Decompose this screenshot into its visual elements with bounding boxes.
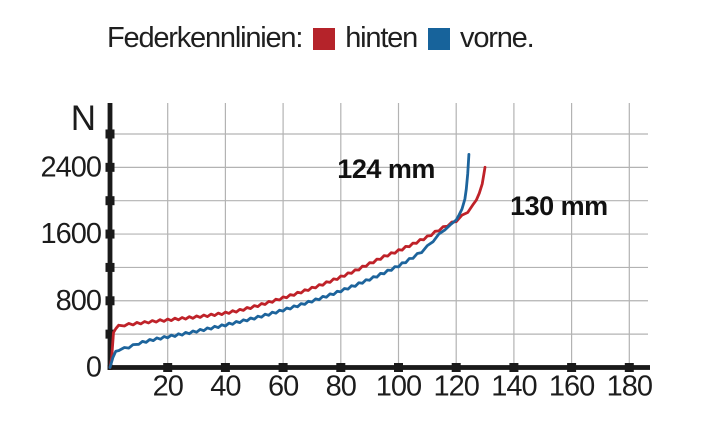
y-tick-mark (105, 262, 115, 272)
y-tick-mark (105, 129, 115, 139)
y-tick-mark (105, 162, 115, 172)
x-tick-mark (336, 363, 346, 372)
y-tick-mark (105, 329, 115, 339)
x-tick-label: 120 (434, 371, 479, 403)
x-tick-mark (624, 363, 634, 372)
max-travel-annotation: 124 mm (337, 154, 435, 184)
x-tick-label: 60 (268, 371, 298, 403)
legend: Federkennlinien: hinten vorne. (107, 21, 535, 55)
y-tick-mark (105, 296, 115, 306)
y-axis-unit-label: N (71, 99, 95, 138)
legend-item-vorne: vorne. (428, 21, 535, 55)
legend-item-hinten: hinten (313, 21, 418, 55)
x-tick-label: 40 (210, 371, 240, 403)
vorne-color-swatch-icon (428, 28, 451, 50)
legend-title: Federkennlinien: (107, 21, 303, 54)
y-tick-label: 1600 (40, 218, 101, 250)
x-axis-line (107, 365, 651, 370)
x-tick-label: 100 (376, 371, 421, 403)
x-tick-mark (278, 363, 288, 372)
legend-label-vorne: vorne. (460, 21, 535, 54)
hinten-color-swatch-icon (313, 28, 336, 50)
x-tick-mark (163, 363, 173, 372)
y-tick-label: 2400 (40, 151, 101, 183)
y-tick-mark (105, 196, 115, 206)
curve-vorne (108, 153, 471, 369)
x-tick-mark (567, 363, 577, 372)
x-tick-mark (394, 363, 403, 372)
x-tick-label: 20 (153, 371, 183, 403)
x-tick-label: 180 (607, 371, 652, 403)
y-tick-label: 800 (56, 285, 101, 317)
y-tick-mark (105, 229, 115, 239)
x-tick-label: 160 (549, 371, 594, 403)
x-tick-label: 80 (326, 371, 356, 403)
x-tick-mark (220, 363, 230, 372)
x-tick-mark (509, 363, 519, 372)
y-tick-label: 0 (86, 352, 101, 384)
legend-label-hinten: hinten (345, 21, 418, 54)
x-tick-mark (451, 363, 461, 372)
x-tick-label: 140 (491, 371, 536, 403)
curve-hinten (108, 165, 487, 369)
max-travel-annotation: 130 mm (510, 191, 608, 221)
